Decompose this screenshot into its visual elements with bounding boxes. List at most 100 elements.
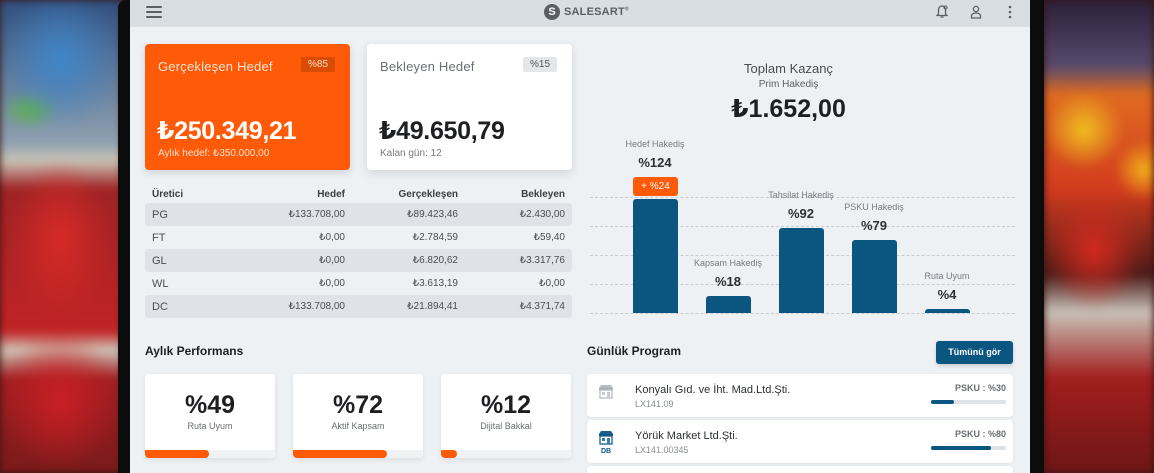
- chart-bar[interactable]: [852, 240, 897, 313]
- header-manufacturer: Üretici: [152, 188, 184, 200]
- digital-store-tag: DB: [601, 448, 611, 455]
- chart-annotation-badge: + %24: [633, 176, 678, 196]
- table-header: Üretici Hedef Gerçekleşen Bekleyen: [145, 185, 572, 203]
- psku-progress-bar: [931, 400, 1006, 404]
- chart-value-label: %92: [787, 206, 815, 222]
- customer-name: Konyalı Gıd. ve İht. Mad.Ltd.Şti.: [635, 384, 791, 396]
- cell-manufacturer: DC: [152, 300, 168, 313]
- customer-code: LX141.00345: [635, 445, 689, 455]
- chart-bar[interactable]: [633, 198, 678, 313]
- performance-progress-fill: [145, 450, 209, 458]
- performance-label: Ruta Uyum: [187, 421, 233, 431]
- brand-name-text: SALESART: [564, 6, 625, 18]
- chart-bar[interactable]: [925, 309, 970, 313]
- program-list-item[interactable]: DB Yörük Market Ltd.Şti. LX141.00345 PSK…: [587, 420, 1013, 463]
- chart-bar[interactable]: [779, 228, 824, 313]
- total-earnings-title: Toplam Kazanç: [744, 61, 833, 76]
- app-screen: S SALESART® Gerçekleşen Hedef %85 ₺250.3…: [130, 0, 1030, 473]
- chart-category-label: Hedef Hakediş: [625, 138, 685, 149]
- chart-category-label: Ruta Uyum: [924, 271, 970, 281]
- cell-achieved: ₺21.894,41: [407, 301, 458, 312]
- pending-target-title: Bekleyen Hedef: [380, 59, 475, 74]
- monthly-target-text: Aylık hedef: ₺350.000,00: [158, 148, 270, 159]
- cell-achieved: ₺2.784,59: [412, 232, 458, 243]
- cell-manufacturer: FT: [152, 231, 166, 244]
- chart-gridline: [590, 197, 1015, 198]
- performance-value: %72: [332, 391, 384, 419]
- bonus-bar-chart: + %24 %124 Hedef Hakediş %18 Kapsam Hakediş%…: [590, 135, 1015, 320]
- see-all-button[interactable]: Tümünü gör: [936, 341, 1013, 364]
- performance-card-route-compliance[interactable]: %49 Ruta Uyum: [145, 374, 275, 458]
- chart-value-label: %4: [937, 287, 957, 302]
- cell-pending: ₺2.430,00: [519, 209, 565, 220]
- brand-name: SALESART®: [564, 6, 629, 18]
- table-row: WL ₺0,00 ₺3.613,19 ₺0,00: [145, 272, 572, 295]
- background-store-blur-right: [1044, 0, 1154, 473]
- chart-value-label: %124: [638, 154, 672, 170]
- performance-card-digital-grocery[interactable]: %12 Dijital Bakkal: [441, 374, 571, 458]
- brand-logo-mark-icon: S: [544, 4, 560, 20]
- performance-label: Aktif Kapsam: [331, 421, 385, 431]
- brand-logo: S SALESART®: [544, 4, 629, 20]
- cell-manufacturer: PG: [152, 208, 168, 221]
- cell-pending: ₺4.371,74: [519, 301, 565, 312]
- pending-target-percent-badge: %15: [522, 57, 557, 72]
- cell-manufacturer: GL: [152, 254, 167, 267]
- cell-pending: ₺0,00: [539, 278, 565, 289]
- table-row: PG ₺133.708,00 ₺89.423,46 ₺2.430,00: [145, 203, 572, 226]
- customer-name: Yörük Market Ltd.Şti.: [635, 430, 738, 442]
- store-icon: [597, 383, 615, 409]
- tablet-bezel-left: [118, 0, 130, 473]
- psku-progress-bar: [931, 446, 1006, 450]
- hamburger-icon[interactable]: [146, 6, 162, 18]
- performance-progress-fill: [293, 450, 387, 458]
- chart-category-label: PSKU Hakediş: [844, 202, 904, 213]
- remaining-days-text: Kalan gün: 12: [380, 148, 442, 159]
- psku-progress-fill: [931, 446, 991, 450]
- header-pending: Bekleyen: [521, 188, 565, 200]
- tablet-bezel-right: [1030, 0, 1044, 473]
- cell-target: ₺0,00: [319, 232, 345, 243]
- pending-target-card[interactable]: Bekleyen Hedef %15 ₺49.650,79 Kalan gün:…: [367, 44, 572, 170]
- chart-category-label: Tahsilat Hakediş: [768, 190, 834, 201]
- chart-value-label: %79: [860, 218, 888, 234]
- cell-target: ₺0,00: [319, 255, 345, 266]
- customer-code: LX141.09: [635, 399, 674, 409]
- performance-progress-fill: [441, 450, 457, 458]
- cell-pending: ₺59,40: [533, 232, 565, 243]
- table-row: DC ₺133.708,00 ₺21.894,41 ₺4.371,74: [145, 295, 572, 318]
- manufacturer-table: Üretici Hedef Gerçekleşen Bekleyen PG ₺1…: [145, 185, 572, 318]
- table-row: FT ₺0,00 ₺2.784,59 ₺59,40: [145, 226, 572, 249]
- header-achieved: Gerçekleşen: [398, 188, 459, 200]
- notification-bell-icon[interactable]: [934, 3, 950, 21]
- chart-gridline: [590, 313, 1015, 314]
- chart-bar[interactable]: [706, 296, 751, 313]
- performance-progress-bar: [145, 450, 275, 458]
- chart-value-label: %18: [714, 274, 742, 290]
- daily-program-title: Günlük Program: [587, 344, 682, 358]
- psku-progress-fill: [931, 400, 954, 404]
- top-bar: S SALESART®: [130, 0, 1030, 27]
- program-list-item[interactable]: [587, 466, 1013, 473]
- chart-gridline: [590, 226, 1015, 227]
- psku-metric: PSKU : %30: [954, 383, 1006, 393]
- pending-target-value: ₺49.650,79: [379, 117, 505, 145]
- program-list-item[interactable]: Konyalı Gıd. ve İht. Mad.Ltd.Şti. LX141.…: [587, 374, 1013, 417]
- cell-achieved: ₺3.613,19: [412, 278, 458, 289]
- more-vertical-icon[interactable]: [1002, 3, 1018, 21]
- performance-value: %49: [184, 391, 236, 419]
- cell-manufacturer: WL: [152, 277, 169, 290]
- user-icon[interactable]: [968, 3, 984, 21]
- header-target: Hedef: [317, 188, 345, 200]
- cell-target: ₺0,00: [319, 278, 345, 289]
- monthly-performance-title: Aylık Performans: [145, 344, 244, 358]
- performance-card-active-coverage[interactable]: %72 Aktif Kapsam: [293, 374, 423, 458]
- cell-achieved: ₺89.423,46: [407, 209, 458, 220]
- top-bar-actions: [934, 3, 1018, 21]
- table-row: GL ₺0,00 ₺6.820,62 ₺3.317,76: [145, 249, 572, 272]
- achieved-target-card[interactable]: Gerçekleşen Hedef %85 ₺250.349,21 Aylık …: [145, 44, 350, 170]
- achieved-target-title: Gerçekleşen Hedef: [158, 59, 273, 74]
- performance-progress-bar: [441, 450, 571, 458]
- digital-store-icon: DB: [597, 429, 615, 455]
- achieved-target-percent-badge: %85: [300, 57, 335, 72]
